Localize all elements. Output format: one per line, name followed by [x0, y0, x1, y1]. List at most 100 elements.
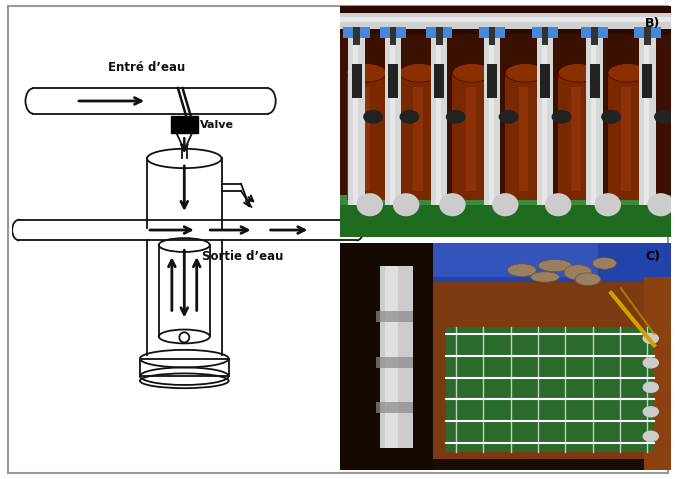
- Bar: [360, 87, 370, 191]
- Bar: [581, 26, 608, 38]
- Bar: [388, 64, 398, 98]
- Bar: [140, 359, 228, 376]
- Bar: [484, 29, 500, 205]
- Text: A): A): [366, 19, 383, 33]
- Bar: [489, 29, 493, 205]
- Ellipse shape: [545, 193, 571, 217]
- Bar: [343, 26, 370, 38]
- Ellipse shape: [537, 261, 573, 271]
- Ellipse shape: [505, 64, 545, 82]
- Bar: [642, 64, 652, 98]
- Bar: [518, 87, 529, 191]
- Bar: [354, 29, 358, 205]
- Bar: [340, 6, 671, 34]
- Bar: [466, 87, 475, 191]
- Bar: [479, 26, 505, 38]
- Bar: [377, 402, 413, 413]
- Bar: [433, 243, 671, 288]
- Bar: [436, 26, 443, 45]
- Text: B): B): [646, 17, 660, 30]
- Bar: [489, 26, 496, 45]
- Bar: [171, 115, 198, 133]
- Bar: [540, 64, 550, 98]
- Ellipse shape: [601, 110, 621, 124]
- Bar: [377, 356, 413, 368]
- Ellipse shape: [559, 265, 597, 280]
- Bar: [431, 29, 448, 205]
- Ellipse shape: [552, 110, 571, 124]
- Bar: [558, 73, 598, 200]
- Ellipse shape: [492, 193, 518, 217]
- Ellipse shape: [642, 333, 659, 344]
- Ellipse shape: [642, 382, 659, 393]
- Bar: [541, 26, 548, 45]
- Text: C): C): [646, 250, 660, 262]
- Bar: [354, 26, 360, 45]
- Bar: [347, 73, 386, 200]
- Bar: [592, 29, 596, 205]
- Bar: [389, 29, 395, 205]
- Bar: [445, 327, 654, 452]
- Bar: [644, 277, 671, 470]
- Ellipse shape: [587, 258, 622, 269]
- Bar: [589, 64, 600, 98]
- Bar: [434, 64, 444, 98]
- Bar: [352, 64, 362, 98]
- Bar: [532, 26, 558, 38]
- Bar: [377, 311, 413, 322]
- Ellipse shape: [642, 431, 659, 442]
- Bar: [385, 29, 401, 205]
- Bar: [380, 265, 413, 447]
- Bar: [586, 29, 603, 205]
- Ellipse shape: [648, 193, 674, 217]
- Bar: [340, 195, 671, 205]
- Ellipse shape: [642, 357, 659, 368]
- Bar: [634, 26, 660, 38]
- Ellipse shape: [439, 193, 466, 217]
- Ellipse shape: [558, 64, 598, 82]
- Ellipse shape: [347, 64, 386, 82]
- Ellipse shape: [400, 110, 419, 124]
- Bar: [385, 265, 398, 447]
- Ellipse shape: [445, 110, 466, 124]
- Bar: [426, 26, 452, 38]
- Bar: [380, 26, 406, 38]
- Ellipse shape: [570, 271, 606, 287]
- Ellipse shape: [400, 64, 439, 82]
- Bar: [541, 29, 547, 205]
- Ellipse shape: [526, 270, 564, 284]
- Bar: [452, 73, 492, 200]
- Ellipse shape: [356, 193, 383, 217]
- Bar: [644, 29, 649, 205]
- Ellipse shape: [363, 110, 383, 124]
- Bar: [389, 26, 396, 45]
- Bar: [340, 12, 671, 29]
- Bar: [436, 29, 441, 205]
- Ellipse shape: [608, 64, 648, 82]
- Bar: [400, 73, 439, 200]
- Bar: [340, 243, 433, 470]
- Ellipse shape: [393, 193, 419, 217]
- Bar: [348, 29, 365, 205]
- Bar: [433, 282, 664, 459]
- Bar: [639, 29, 656, 205]
- Bar: [505, 73, 545, 200]
- Ellipse shape: [642, 406, 659, 418]
- Bar: [413, 87, 422, 191]
- Bar: [340, 200, 671, 237]
- Bar: [592, 26, 598, 45]
- Bar: [608, 73, 648, 200]
- Bar: [621, 87, 631, 191]
- Text: Valve: Valve: [200, 120, 235, 130]
- Bar: [340, 17, 671, 22]
- Bar: [644, 26, 651, 45]
- Ellipse shape: [509, 264, 535, 276]
- Bar: [487, 64, 497, 98]
- Text: Entré d’eau: Entré d’eau: [108, 61, 186, 74]
- Ellipse shape: [452, 64, 492, 82]
- Ellipse shape: [499, 110, 518, 124]
- Ellipse shape: [595, 193, 621, 217]
- Text: Sortie d’eau: Sortie d’eau: [202, 250, 283, 263]
- Ellipse shape: [654, 110, 674, 124]
- Bar: [571, 87, 581, 191]
